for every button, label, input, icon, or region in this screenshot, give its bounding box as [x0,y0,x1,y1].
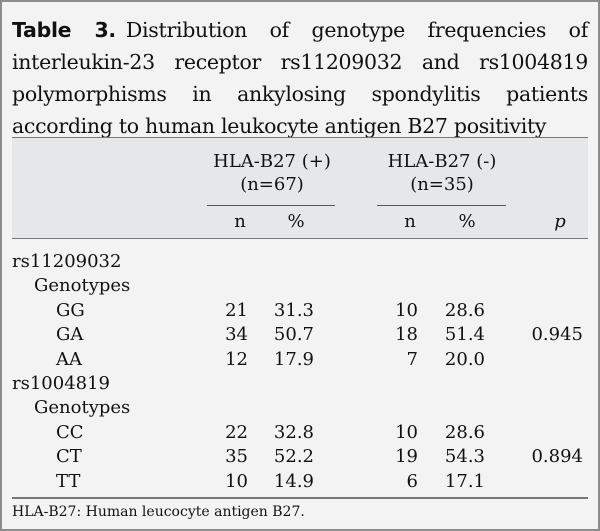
group2-n: (n=35) [410,174,474,195]
cell-p1: 14.9 [273,470,314,492]
row-label: CT [56,446,82,468]
col-p: p [554,211,566,232]
group1-underline [207,205,335,206]
row-label: GG [56,299,85,321]
cell-p1: 50.7 [273,324,314,346]
row-label: CC [56,421,84,443]
footnote: HLA-B27: Human leucocyte antigen B27. [12,504,305,520]
cell-p: 0.894 [531,446,583,468]
cell-p: 0.945 [531,324,583,346]
cell-n1: 21 [225,299,248,321]
row-label: Genotypes [34,397,131,419]
cell-p2: 28.6 [444,421,485,443]
cell-p1: 31.3 [273,299,314,321]
col-n2: n [404,211,416,232]
cell-n1: 22 [225,421,248,443]
cell-n1: 10 [225,470,248,492]
table-label: Table 3. [12,18,116,42]
cell-p2: 17.1 [444,470,485,492]
cell-n1: 34 [225,324,248,346]
cell-n2: 7 [406,348,418,370]
cell-p2: 20.0 [444,348,485,370]
cell-p2: 51.4 [444,324,485,346]
group1-header: HLA-B27 (+) [213,151,331,172]
cell-n2: 6 [406,470,418,492]
row-label: Genotypes [34,275,131,297]
col-pct1: % [287,211,305,232]
table-header [12,137,588,239]
bottom-rule [12,497,588,499]
row-label: rs1004819 [12,373,111,394]
group2-header: HLA-B27 (-) [387,151,497,172]
row-label: rs11209032 [12,251,122,272]
row-label: TT [56,470,81,492]
cell-p2: 28.6 [444,299,485,321]
cell-n2: 10 [395,421,418,443]
cell-p1: 32.8 [273,421,314,443]
col-n1: n [234,211,246,232]
group1-n: (n=67) [240,174,304,195]
cell-n1: 35 [225,446,248,468]
table-caption: Table 3. Distribution of genotype frequen… [12,14,588,142]
cell-p2: 54.3 [444,446,485,468]
cell-n2: 18 [395,324,418,346]
cell-n2: 10 [395,299,418,321]
cell-n2: 19 [395,446,418,468]
col-pct2: % [458,211,476,232]
cell-p1: 52.2 [273,446,314,468]
row-label: AA [56,348,82,370]
group2-underline [377,205,506,206]
cell-n1: 12 [225,348,248,370]
cell-p1: 17.9 [273,348,314,370]
caption-text: Distribution of genotype frequencies of … [12,18,588,138]
row-label: GA [56,324,84,346]
